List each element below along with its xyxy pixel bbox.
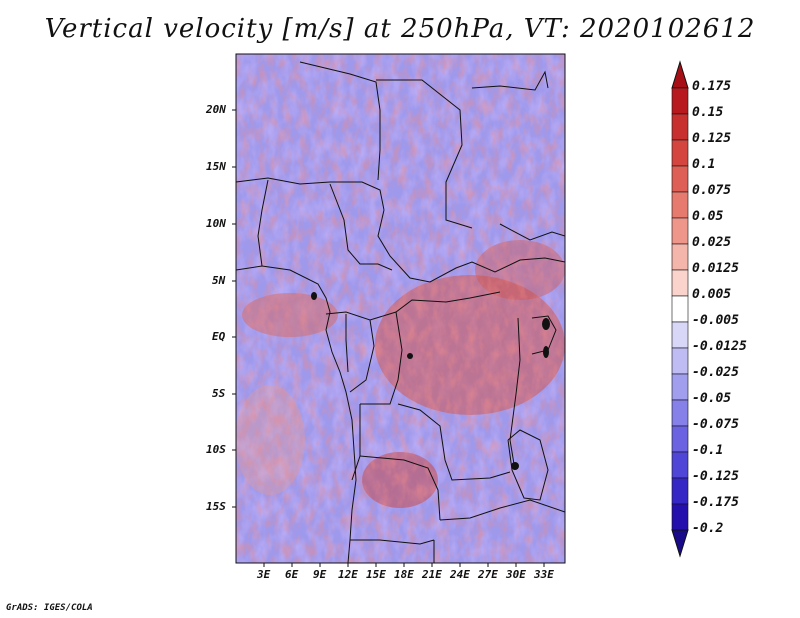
lat-label: EQ xyxy=(212,330,226,343)
lon-label: 9E xyxy=(313,568,327,581)
colorbar-segment xyxy=(671,373,689,401)
colorbar-label: -0.175 xyxy=(692,495,739,510)
colorbar-segment xyxy=(671,321,689,349)
lat-label: 20N xyxy=(206,103,226,116)
colorbar-segment xyxy=(671,347,689,375)
lat-label: 5S xyxy=(212,387,226,400)
colorbar-segment xyxy=(671,191,689,219)
colorbar-segment xyxy=(671,269,689,297)
lat-label: 5N xyxy=(212,274,226,287)
lon-label: 21E xyxy=(422,568,442,581)
colorbar-label: 0.0125 xyxy=(692,261,739,276)
colorbar-bottom-arrow xyxy=(671,529,689,558)
colorbar-segment xyxy=(671,295,689,323)
lon-label: 6E xyxy=(285,568,299,581)
colorbar-label: 0.05 xyxy=(692,209,724,224)
map-title: Vertical velocity [m/s] at 250hPa, VT: 2… xyxy=(44,14,756,44)
colorbar-segment xyxy=(671,113,689,141)
lon-label: 24E xyxy=(450,568,470,581)
lon-label: 18E xyxy=(394,568,414,581)
colorbar-label: 0.1 xyxy=(692,157,716,172)
velocity-field xyxy=(236,54,565,563)
lon-label: 15E xyxy=(366,568,386,581)
colorbar-segment xyxy=(671,217,689,245)
lon-label: 3E xyxy=(257,568,271,581)
colorbar-top-arrow xyxy=(671,60,689,89)
lat-label: 10N xyxy=(206,217,226,230)
colorbar-segment xyxy=(671,477,689,505)
lat-label: 10S xyxy=(206,443,226,456)
colorbar-label: 0.025 xyxy=(692,235,732,250)
lon-label: 27E xyxy=(478,568,498,581)
lon-label: 30E xyxy=(506,568,526,581)
colorbar-segment xyxy=(671,243,689,271)
lakes xyxy=(311,292,550,470)
plot-frame xyxy=(235,53,566,564)
colorbar-segment xyxy=(671,425,689,453)
colorbar-segment xyxy=(671,139,689,167)
colorbar-segment xyxy=(671,399,689,427)
country-borders xyxy=(236,61,565,563)
colorbar-label: 0.175 xyxy=(692,79,732,94)
axis-ticks xyxy=(232,109,545,567)
lon-label: 12E xyxy=(338,568,358,581)
colorbar-segment xyxy=(671,165,689,193)
colorbar-label: -0.0125 xyxy=(692,339,747,354)
lat-label: 15N xyxy=(206,160,226,173)
colorbar-label: -0.025 xyxy=(692,365,739,380)
colorbar-label: -0.075 xyxy=(692,417,739,432)
colorbar xyxy=(671,60,689,558)
credit-label: GrADS: IGES/COLA xyxy=(6,603,93,613)
colorbar-label: -0.125 xyxy=(692,469,739,484)
colorbar-label: -0.005 xyxy=(692,313,739,328)
colorbar-label: -0.05 xyxy=(692,391,732,406)
colorbar-label: 0.15 xyxy=(692,105,724,120)
colorbar-label: 0.005 xyxy=(692,287,732,302)
colorbar-segment xyxy=(671,503,689,531)
lon-label: 33E xyxy=(534,568,554,581)
colorbar-label: -0.2 xyxy=(692,521,724,536)
colorbar-segment xyxy=(671,451,689,479)
colorbar-segment xyxy=(671,87,689,115)
colorbar-label: -0.1 xyxy=(692,443,724,458)
colorbar-label: 0.075 xyxy=(692,183,732,198)
lat-label: 15S xyxy=(206,500,226,513)
colorbar-label: 0.125 xyxy=(692,131,732,146)
